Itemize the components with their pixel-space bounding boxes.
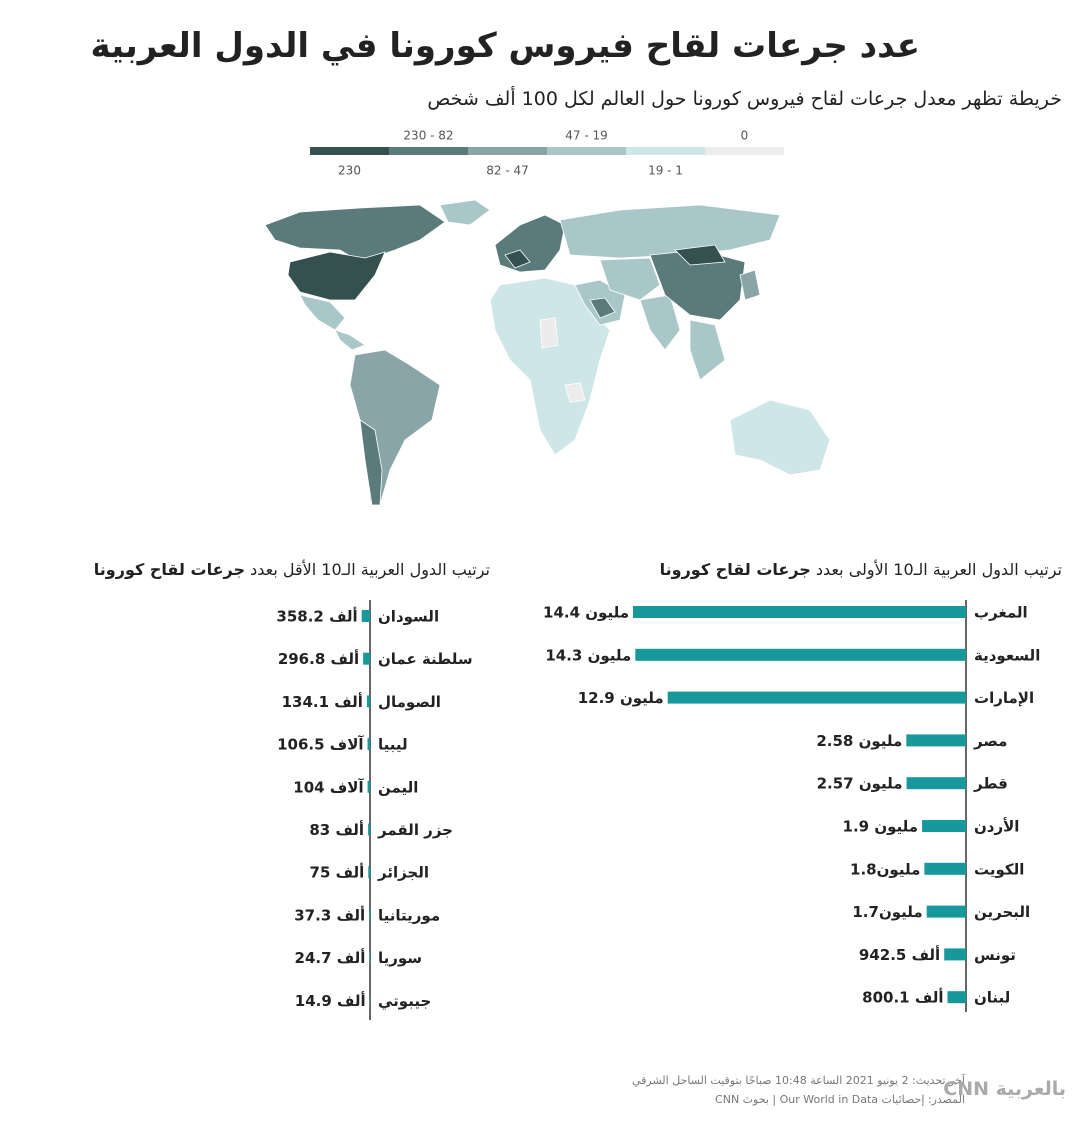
category-label: الأردن	[974, 818, 1019, 836]
subtitle: خريطة تظهر معدل جرعات لقاح فيروس كورونا …	[427, 88, 1062, 110]
value-label: 1.7مليون	[852, 903, 922, 921]
legend-swatch	[389, 147, 468, 155]
value-label: 14.3 مليون	[545, 646, 631, 664]
footer-source: المصدر: إحصائيات Our World in Data | بحو…	[715, 1093, 965, 1106]
value-label: 296.8 ألف	[278, 649, 359, 668]
category-label: ليبيا	[378, 736, 408, 754]
bar	[924, 862, 966, 875]
legend-label: 230	[338, 164, 361, 178]
bar	[361, 610, 370, 622]
legend-label: 82 - 47	[486, 164, 529, 178]
category-label: جزر القمر	[377, 821, 453, 839]
bar	[368, 823, 370, 836]
value-label: 2.58 مليون	[816, 732, 902, 750]
value-label: 104 آلاف	[293, 778, 364, 796]
bar	[944, 948, 966, 961]
category-label: تونس	[974, 946, 1016, 964]
legend-label: 0	[741, 129, 749, 143]
bar	[367, 780, 370, 793]
legend-label: 19 - 1	[648, 164, 683, 178]
footer-updated: آخر تحديث: 2 يونيو 2021 الساعة 10:48 صبا…	[632, 1074, 965, 1087]
value-label: 106.5 آلاف	[277, 736, 364, 754]
legend-swatch	[626, 147, 705, 155]
category-label: الإمارات	[974, 689, 1034, 707]
value-label: 1.9 مليون	[843, 818, 919, 836]
category-label: اليمن	[378, 778, 418, 796]
chart-title: ترتيب الدول العربية الـ10 الأولى بعدد جر…	[660, 560, 1062, 579]
value-label: 37.3 ألف	[294, 905, 365, 924]
legend-swatch	[468, 147, 547, 155]
value-label: 75 ألف	[310, 863, 365, 882]
bar	[368, 866, 370, 879]
value-label: 14.9 ألف	[295, 991, 366, 1010]
main-title: عدد جرعات لقاح فيروس كورونا في الدول الع…	[90, 26, 920, 66]
value-label: 942.5 ألف	[859, 945, 940, 964]
logo: CNN بالعربية	[943, 1078, 1066, 1100]
bar	[369, 951, 370, 964]
legend-swatch	[705, 147, 784, 155]
category-label: الجزائر	[377, 864, 429, 882]
bar	[906, 777, 966, 790]
bar	[926, 905, 966, 918]
category-label: الكويت	[974, 860, 1024, 878]
bar	[667, 691, 966, 704]
legend-label: 47 - 19	[565, 129, 608, 143]
category-label: البحرين	[974, 903, 1030, 921]
bar	[363, 652, 370, 665]
chart-title-emphasis: جرعات لقاح كورونا	[93, 560, 245, 579]
bar	[947, 991, 966, 1004]
value-label: 800.1 ألف	[862, 988, 943, 1007]
value-label: 2.57 مليون	[817, 775, 903, 793]
bar	[369, 908, 370, 921]
category-label: السودان	[378, 608, 439, 626]
chart-title-emphasis: جرعات لقاح كورونا	[659, 560, 811, 579]
category-label: سوريا	[378, 949, 422, 967]
category-label: مصر	[973, 732, 1007, 750]
category-label: سلطنة عمان	[378, 650, 473, 668]
bar	[906, 734, 966, 747]
category-label: لبنان	[974, 989, 1010, 1007]
legend-swatch	[547, 147, 626, 155]
world-map	[264, 199, 831, 506]
value-label: 24.7 ألف	[295, 948, 366, 967]
category-label: الصومال	[378, 693, 441, 711]
chart-title-text: ترتيب الدول العربية الـ10 الأولى بعدد	[815, 560, 1062, 579]
bar	[635, 648, 966, 661]
value-label: 12.9 مليون	[578, 689, 664, 707]
value-label: 83 ألف	[309, 820, 364, 839]
category-label: جيبوتي	[378, 992, 431, 1010]
bar	[367, 738, 370, 751]
legend-swatch	[310, 147, 389, 155]
value-label: 14.4 مليون	[543, 604, 629, 622]
category-label: السعودية	[974, 646, 1040, 664]
category-label: المغرب	[974, 604, 1028, 622]
bar	[922, 820, 966, 832]
bar	[633, 606, 966, 618]
bar	[366, 695, 370, 708]
value-label: 358.2 ألف	[276, 607, 357, 626]
chart-title: ترتيب الدول العربية الـ10 الأقل بعدد جرع…	[94, 560, 490, 579]
category-label: موريتانيا	[378, 906, 440, 924]
category-label: قطر	[973, 775, 1008, 793]
legend-label: 230 - 82	[403, 129, 453, 143]
chart-title-text: ترتيب الدول العربية الـ10 الأقل بعدد	[250, 560, 490, 579]
value-label: 134.1 ألف	[282, 692, 363, 711]
value-label: 1.8مليون	[850, 860, 920, 878]
